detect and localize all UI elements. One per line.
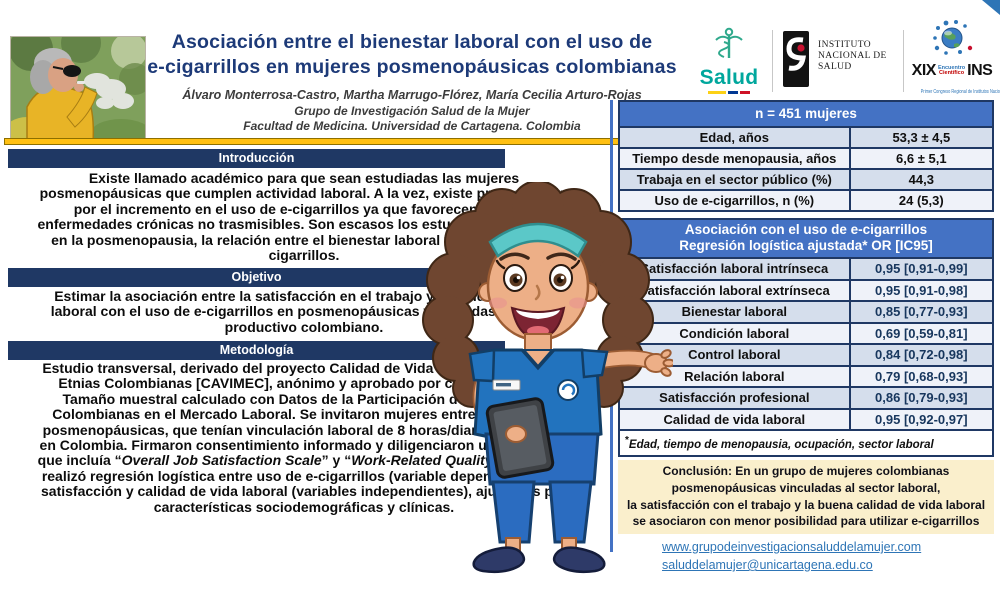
table-row: Satisfacción laboral extrínseca 0,95 [0,…: [620, 278, 992, 300]
photo-woman-vaping-art: [5, 23, 151, 147]
row-label: Satisfacción profesional: [620, 388, 851, 408]
logo-separator: [903, 30, 904, 92]
row-value: 0,95 [0,91-0,99]: [875, 261, 968, 276]
ins-line2: NACIONAL DE: [818, 51, 887, 61]
table-row: Trabaja en el sector público (%) 44,3: [620, 168, 992, 189]
metodologia-part1: Estudio transversal, derivado del proyec…: [37, 360, 569, 469]
regression-header-line2: Regresión logística ajustada* OR [IC95]: [679, 238, 933, 253]
row-value: 0,95 [0,92-0,97]: [875, 411, 968, 427]
row-label: Tiempo desde menopausia, años: [620, 149, 851, 168]
row-label: Uso de e-cigarrillos, n (%): [620, 191, 851, 210]
xix-roman: XIX: [911, 62, 937, 79]
table-row: Bienestar laboral 0,85 [0,77-0,93]: [620, 300, 992, 322]
table-footnote: *Edad, tiempo de menopausia, ocupación, …: [620, 429, 992, 455]
row-value: 53,3 ± 4,5: [892, 130, 951, 145]
row-label: Edad, años: [620, 128, 851, 147]
conclusion-line: se asociaron con menor posibilidad para …: [632, 514, 980, 529]
caduceus-icon: [715, 27, 743, 58]
xix-encuentro: Encuentro: [937, 64, 966, 71]
salud-logo: Salud: [696, 26, 762, 107]
row-label: Satisfacción laboral extrínseca: [620, 280, 851, 300]
row-value: 0,86 [0,79-0,93]: [875, 390, 968, 405]
website-link[interactable]: www.grupodeinvestigacionsaluddelamujer.c…: [662, 540, 922, 554]
row-value: 24 (5,3): [898, 193, 944, 208]
section-header-objetivo: Objetivo: [8, 268, 505, 287]
metodologia-scale1: Overall Job Satisfaction Scale: [121, 452, 322, 469]
gold-divider-bar: [4, 138, 652, 145]
row-label: Trabaja en el sector público (%): [620, 170, 851, 189]
table-row: Satisfacción laboral intrínseca 0,95 [0,…: [620, 257, 992, 279]
authors: Álvaro Monterrosa-Castro, Martha Marrugo…: [182, 88, 642, 102]
row-label: Satisfacción laboral intrínseca: [620, 259, 851, 279]
xix-cientifico: Científico: [939, 70, 965, 76]
table-row: Control laboral 0,84 [0,72-0,98]: [620, 343, 992, 365]
row-value: 6,6 ± 5,1: [896, 151, 947, 166]
row-label: Calidad de vida laboral: [620, 409, 851, 429]
regression-table: Asociación con el uso de e-cigarrillos R…: [618, 218, 994, 457]
logo-separator: [772, 30, 773, 92]
xix-logo-text: XIX Encuentro Científico INS: [906, 62, 998, 80]
ins-logo-icon: [783, 31, 809, 87]
table-row: Relación laboral 0,79 [0,68-0,93]: [620, 364, 992, 386]
table-row: Edad, años 53,3 ± 4,5: [620, 126, 992, 147]
row-value: 0,95 [0,91-0,98]: [875, 282, 968, 298]
metodologia-part3: ”. Se realizó regresión logística entre …: [41, 453, 570, 515]
sample-table: n = 451 mujeres Edad, años 53,3 ± 4,5 Ti…: [618, 100, 994, 212]
poster-title-line1: Asociación entre el bienestar laboral co…: [171, 31, 653, 53]
conclusion-box: Conclusión: En un grupo de mujeres colom…: [618, 460, 994, 534]
conclusion-line: posmenopáusicas vinculadas al sector lab…: [671, 480, 941, 495]
table-row: Satisfacción profesional 0,86 [0,79-0,93…: [620, 386, 992, 408]
footnote-text: Edad, tiempo de menopausia, ocupación, s…: [628, 438, 934, 451]
xix-ins: INS: [967, 62, 993, 79]
table-row: Tiempo desde menopausia, años 6,6 ± 5,1: [620, 147, 992, 168]
introduccion-text: Existe llamado académico para que sean e…: [37, 170, 571, 264]
ins-logo: INSTITUTO NACIONAL DE SALUD: [782, 30, 900, 93]
corner-triangle-decoration: [982, 0, 1000, 15]
regression-header-line1: Asociación con el uso de e-cigarrillos: [684, 222, 928, 237]
research-group: Grupo de Investigación Salud de la Mujer: [294, 104, 530, 118]
colombia-flag-strip: [696, 89, 762, 107]
row-value: 0,84 [0,72-0,98]: [875, 347, 968, 362]
globe-dots-icon: [933, 20, 973, 55]
sample-table-header: n = 451 mujeres: [620, 102, 992, 126]
row-label: Bienestar laboral: [620, 302, 851, 322]
xix-subtitle: Primer Congreso Regional de Institutos N…: [920, 89, 1000, 95]
row-label: Control laboral: [620, 345, 851, 365]
section-header-introduccion: Introducción: [8, 149, 505, 168]
row-label: Relación laboral: [620, 366, 851, 386]
conclusion-line: Conclusión: En un grupo de mujeres colom…: [662, 464, 950, 478]
email-link[interactable]: saluddelamujer@unicartagena.edu.co: [662, 558, 873, 572]
row-label: Condición laboral: [620, 323, 851, 343]
salud-logo-label: Salud: [699, 66, 759, 89]
contact-links: www.grupodeinvestigacionsaluddelamujer.c…: [618, 538, 994, 574]
ins-logo-text: INSTITUTO NACIONAL DE SALUD: [818, 40, 887, 73]
ins-line1: INSTITUTO: [818, 40, 872, 50]
nurse-illustration: [422, 182, 673, 574]
photo-woman-vaping: [5, 23, 151, 147]
row-value: 44,3: [908, 172, 934, 187]
row-value: 0,85 [0,77-0,93]: [875, 304, 968, 319]
ins-line3: SALUD: [818, 62, 852, 72]
xix-small-text: Encuentro Científico: [937, 64, 966, 77]
footnote-star: *: [625, 435, 629, 446]
section-header-metodologia: Metodología: [8, 341, 505, 360]
metodologia-text: Estudio transversal, derivado del proyec…: [34, 360, 574, 515]
table-row: Uso de e-cigarrillos, n (%) 24 (5,3): [620, 189, 992, 210]
row-value: 0,69 [0,59-0,81]: [875, 325, 968, 341]
metodologia-part2: ” y “: [321, 452, 352, 469]
row-value: 0,79 [0,68-0,93]: [875, 368, 968, 384]
xix-encuentro-logo: XIX Encuentro Científico INS Primer Cong…: [906, 20, 1000, 98]
table-row: Calidad de vida laboral 0,95 [0,92-0,97]: [620, 407, 992, 429]
affiliation: Facultad de Medicina. Universidad de Car…: [243, 119, 581, 133]
table-row: Condición laboral 0,69 [0,59-0,81]: [620, 321, 992, 343]
poster-title-line2: e-cigarrillos en mujeres posmenopáusicas…: [147, 56, 677, 78]
regression-table-header: Asociación con el uso de e-cigarrillos R…: [620, 220, 992, 257]
conclusion-line: la satisfacción con el trabajo y la buen…: [626, 497, 986, 512]
